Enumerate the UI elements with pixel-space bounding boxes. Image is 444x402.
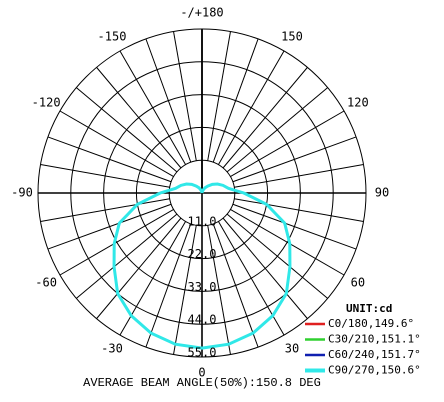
angle-tick-label: 120	[347, 96, 369, 110]
unit-label: UNIT:cd	[346, 302, 392, 315]
grid-spoke	[40, 198, 170, 222]
grid-spoke	[173, 225, 197, 355]
grid-spoke	[207, 31, 231, 161]
angle-tick-label: -120	[32, 96, 61, 110]
grid-spoke	[173, 31, 197, 161]
grid-spoke	[217, 221, 285, 336]
grid-spoke	[145, 38, 192, 163]
grid-spoke	[145, 223, 192, 348]
r-tick-label: 33.0	[188, 280, 217, 294]
grid-spoke	[47, 203, 172, 250]
angle-tick-label: -/+180	[180, 6, 223, 20]
grid-spoke	[119, 221, 187, 336]
grid-spoke	[76, 213, 178, 299]
angle-tick-label: -60	[35, 276, 57, 290]
angle-tick-label: 30	[285, 341, 299, 355]
grid-spoke	[59, 208, 174, 276]
legend-label: C90/270,150.6°	[328, 364, 421, 377]
grid-spoke	[217, 50, 285, 165]
legend-label: C30/210,151.1°	[328, 333, 421, 346]
r-tick-label: 11.0	[188, 214, 217, 228]
grid-spoke	[207, 225, 231, 355]
chart-title: AVERAGE BEAM ANGLE(50%):150.8 DEG	[83, 376, 321, 390]
grid-spoke	[222, 67, 308, 169]
angle-tick-label: 90	[375, 186, 389, 200]
angle-tick-label: -30	[101, 341, 123, 355]
grid-spoke	[59, 110, 174, 178]
grid-spoke	[212, 38, 259, 163]
grid-spoke	[96, 217, 182, 319]
r-tick-label: 22.0	[188, 247, 217, 261]
legend-label: C0/180,149.6°	[328, 317, 414, 330]
angle-tick-label: 60	[351, 276, 365, 290]
grid-spoke	[119, 50, 187, 165]
grid-spoke	[96, 67, 182, 169]
grid-spoke	[232, 136, 357, 183]
grid-spoke	[226, 213, 328, 299]
legend-label: C60/240,151.7°	[328, 348, 421, 361]
series-line	[112, 182, 292, 350]
grid-spoke	[234, 164, 364, 188]
grid-spoke	[40, 164, 170, 188]
r-tick-label: 44.0	[188, 313, 217, 327]
angle-tick-label: 150	[281, 30, 303, 44]
grid-spoke	[222, 217, 308, 319]
grid-spoke	[212, 223, 259, 348]
grid-spoke	[226, 87, 328, 173]
grid-spoke	[234, 198, 364, 222]
angle-tick-label: 0	[198, 366, 205, 380]
angle-tick-label: -150	[98, 30, 127, 44]
r-tick-label: 55.0	[188, 346, 217, 360]
grid-spoke	[76, 87, 178, 173]
grid-spoke	[47, 136, 172, 183]
angle-tick-label: -90	[11, 186, 33, 200]
grid-spoke	[232, 203, 357, 250]
grid-spoke	[230, 110, 345, 178]
grid-spoke	[230, 208, 345, 276]
